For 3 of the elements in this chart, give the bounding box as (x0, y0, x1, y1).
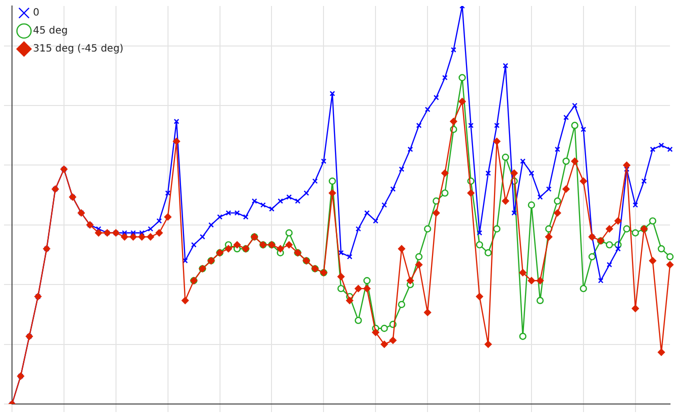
legend-label: 315 deg (-45 deg) (33, 44, 124, 55)
legend-label: 0 (33, 8, 40, 19)
legend-label: 45 deg (33, 26, 68, 37)
